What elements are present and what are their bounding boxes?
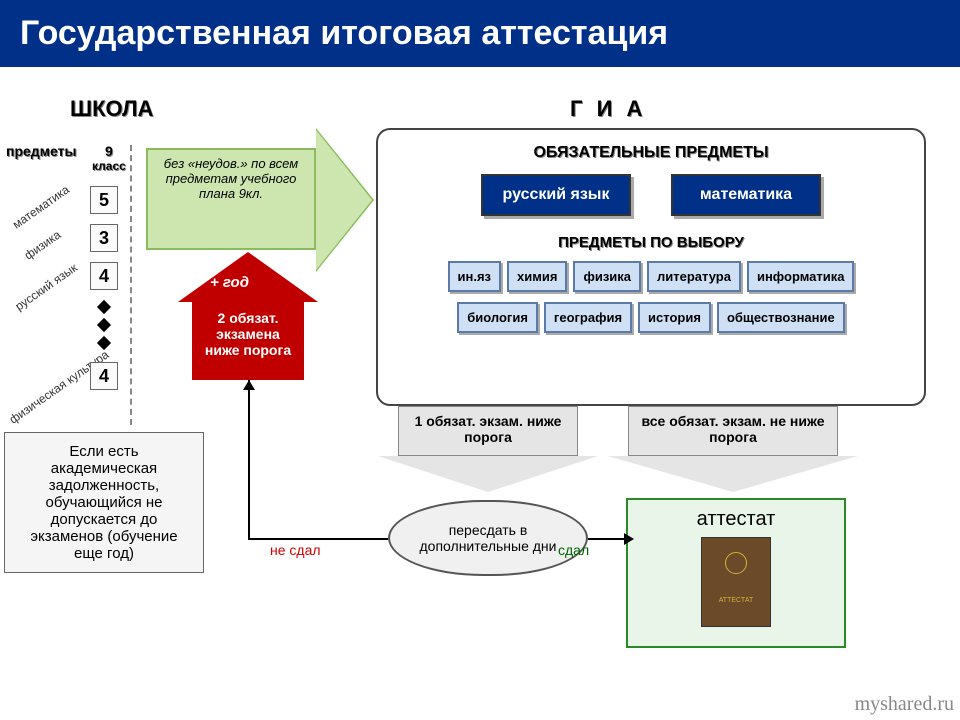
gray-arrow-right-head [608, 456, 858, 492]
subjects-col-label: предметы [6, 143, 76, 159]
flow-arrowhead-pass [624, 533, 634, 545]
elective-subject: литература [647, 261, 741, 292]
above-threshold-label: все обязат. экзам. не ниже порога [641, 413, 824, 445]
watermark: myshared.ru [855, 693, 954, 716]
ellipsis-diamond [97, 318, 111, 332]
page-title-bar: Государственная итоговая аттестация [0, 0, 960, 67]
gray-arrow-left-head [378, 456, 598, 492]
grade9-label: 9 [92, 143, 126, 159]
dashed-divider [130, 145, 132, 425]
elective-heading: ПРЕДМЕТЫ ПО ВЫБОРУ [378, 234, 924, 251]
attestat-box: аттестат АТТЕСТАТ [626, 498, 846, 648]
elective-subject: химия [507, 261, 567, 292]
ellipsis-diamond [97, 300, 111, 314]
debt-note-box: Если есть академическая задолженность, о… [4, 432, 204, 573]
pass-label: сдал [558, 542, 589, 558]
elective-subject: география [544, 302, 632, 333]
grade-box: 4 [90, 362, 118, 390]
grade-box: 3 [90, 224, 118, 252]
school-title: ШКОЛА [70, 96, 153, 122]
debt-note-text: Если есть академическая задолженность, о… [30, 443, 177, 562]
fail-label: не сдал [270, 542, 321, 558]
green-arrow-head [316, 130, 372, 270]
red-fail-box: 2 обязат. экзамена ниже порога [192, 302, 304, 380]
gia-panel: ОБЯЗАТЕЛЬНЫЕ ПРЕДМЕТЫ русский язык матем… [376, 128, 926, 406]
mandatory-subject-russian: русский язык [481, 174, 631, 216]
elective-subject: физика [573, 261, 641, 292]
class-label: класс [92, 159, 126, 173]
red-fail-text: 2 обязат. экзамена ниже порога [205, 310, 291, 358]
gia-title: Г И А [570, 96, 646, 122]
flow-line-fail-v [248, 380, 250, 539]
elective-subject: история [638, 302, 711, 333]
green-arrow-body: без «неудов.» по всем предметам учебного… [146, 148, 316, 250]
green-arrow-text: без «неудов.» по всем предметам учебного… [148, 150, 314, 207]
elective-subject: информатика [747, 261, 855, 292]
subject-label: физика [22, 228, 64, 263]
retake-bubble: пересдать в дополнительные дни [388, 500, 588, 576]
grade-box: 5 [90, 186, 118, 214]
flow-line-pass [588, 538, 626, 540]
subject-label: русский язык [14, 262, 79, 312]
elective-subject: обществознание [717, 302, 845, 333]
page-title: Государственная итоговая аттестация [20, 14, 668, 52]
mandatory-heading: ОБЯЗАТЕЛЬНЫЕ ПРЕДМЕТЫ [378, 144, 924, 162]
retake-text: пересдать в дополнительные дни [394, 522, 582, 554]
elective-subject: биология [457, 302, 538, 333]
gray-arrow-left-body: 1 обязат. экзам. ниже порога [398, 406, 578, 456]
flow-line-fail [248, 538, 388, 540]
plus-year-label: + год [210, 274, 249, 291]
attestat-label: аттестат [636, 508, 836, 531]
subject-label: математика [10, 182, 72, 231]
mandatory-subject-math: математика [671, 174, 821, 216]
flow-arrowhead-fail [243, 380, 255, 390]
below-threshold-label: 1 обязат. экзам. ниже порога [415, 413, 562, 445]
attestat-icon: АТТЕСТАТ [701, 537, 771, 627]
grade-box: 4 [90, 262, 118, 290]
elective-subject: ин.яз [448, 261, 502, 292]
gray-arrow-right-body: все обязат. экзам. не ниже порога [628, 406, 838, 456]
